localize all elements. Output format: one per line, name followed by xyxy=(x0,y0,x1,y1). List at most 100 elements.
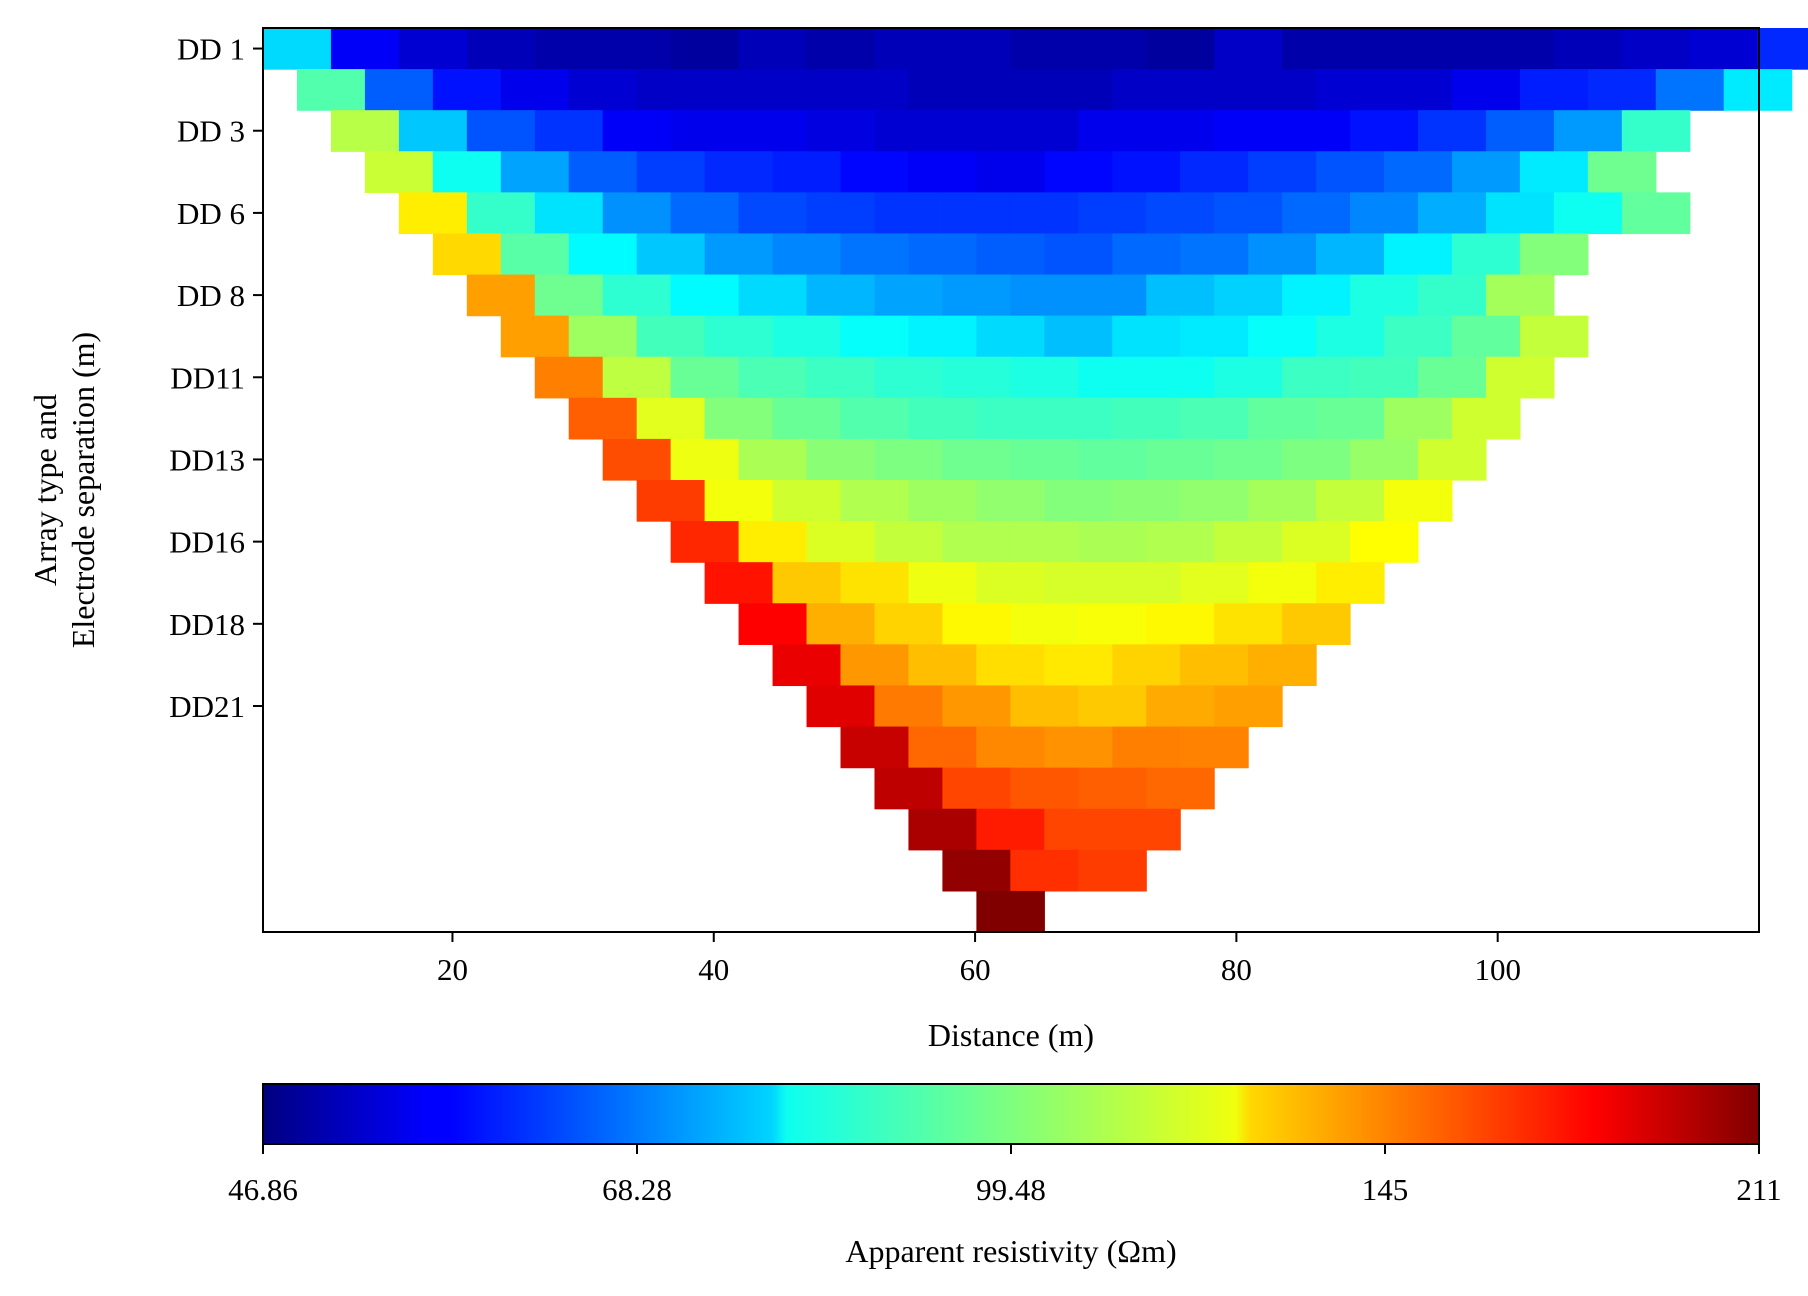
heatmap-cell xyxy=(976,644,1045,687)
heatmap-cell xyxy=(1044,562,1113,604)
heatmap-cell xyxy=(1180,726,1249,769)
heatmap-cell xyxy=(840,397,910,440)
heatmap-cell xyxy=(1078,603,1147,645)
heatmap-cell xyxy=(364,69,434,111)
heatmap-cell xyxy=(704,315,774,358)
heatmap-cell xyxy=(534,110,604,152)
heatmap-cell xyxy=(670,356,740,399)
heatmap-cell xyxy=(1010,603,1079,645)
heatmap-cell xyxy=(1010,521,1079,563)
heatmap-cell xyxy=(840,315,910,358)
heatmap-cell xyxy=(1112,726,1181,769)
heatmap-cell xyxy=(1010,192,1079,235)
x-tick-label: 40 xyxy=(698,952,729,987)
heatmap-cell xyxy=(466,28,536,70)
heatmap-cell xyxy=(806,274,876,317)
heatmap-cell xyxy=(806,110,876,152)
heatmap-cell xyxy=(976,151,1045,193)
heatmap-cell xyxy=(1451,397,1521,440)
heatmap-cell xyxy=(1316,151,1385,193)
heatmap-cell xyxy=(772,233,842,276)
heatmap-cell xyxy=(1282,356,1351,399)
heatmap-cell xyxy=(1350,110,1419,152)
heatmap-cell xyxy=(1010,28,1079,70)
heatmap-cell xyxy=(1112,562,1181,604)
heatmap-cell xyxy=(568,233,638,276)
heatmap-cell xyxy=(1078,110,1147,152)
heatmap-cell xyxy=(1384,480,1453,522)
heatmap-cell xyxy=(1519,151,1589,193)
heatmap-cell xyxy=(364,151,434,193)
heatmap-cell xyxy=(1078,849,1147,892)
heatmap-cell xyxy=(1248,562,1317,604)
heatmap-cell xyxy=(772,69,842,111)
heatmap-cell xyxy=(942,192,1011,235)
heatmap-cell xyxy=(1621,192,1691,235)
heatmap-cell xyxy=(1146,274,1215,317)
heatmap-cell xyxy=(1417,192,1487,235)
heatmap-cell xyxy=(942,110,1011,152)
heatmap-cell xyxy=(568,151,638,193)
heatmap-cell xyxy=(1282,28,1351,70)
heatmap-cell xyxy=(704,397,774,440)
heatmap-cell xyxy=(602,438,672,481)
heatmap-cell xyxy=(738,28,808,70)
heatmap-cell xyxy=(534,28,604,70)
heatmap-cell xyxy=(1417,438,1487,481)
heatmap-cell xyxy=(636,233,706,276)
heatmap-cell xyxy=(942,767,1011,810)
y-tick-label: DD 1 xyxy=(177,32,245,67)
y-axis-title-line-2: Electrode separation (m) xyxy=(65,332,101,648)
heatmap-cell xyxy=(1553,28,1623,70)
heatmap-cell xyxy=(1519,233,1589,276)
x-tick-label: 20 xyxy=(437,952,468,987)
heatmap-cell xyxy=(1180,315,1249,358)
heatmap-cell xyxy=(1044,151,1113,193)
heatmap-cell xyxy=(636,480,706,522)
heatmap-cell xyxy=(1723,69,1793,111)
heatmap-cell xyxy=(670,274,740,317)
heatmap-cell xyxy=(1248,644,1317,687)
heatmap-cell xyxy=(1248,151,1317,193)
heatmap-cell xyxy=(976,315,1045,358)
heatmap-cell xyxy=(1146,521,1215,563)
heatmap-cell xyxy=(1384,69,1453,111)
heatmap-cell xyxy=(1010,438,1079,481)
heatmap-cell xyxy=(534,192,604,235)
heatmap-cell xyxy=(1282,192,1351,235)
heatmap-cell xyxy=(874,767,944,810)
heatmap-cell xyxy=(908,644,977,687)
heatmap-cell xyxy=(1553,192,1623,235)
heatmap-cell xyxy=(840,233,910,276)
heatmap-cell xyxy=(942,28,1011,70)
heatmap-cell xyxy=(1621,110,1691,152)
heatmap-cell xyxy=(1078,274,1147,317)
heatmap-cell xyxy=(942,356,1011,399)
heatmap-cell xyxy=(1689,28,1759,70)
heatmap-cell xyxy=(976,480,1045,522)
heatmap-cell xyxy=(1316,69,1385,111)
heatmap-cell xyxy=(1112,480,1181,522)
heatmap-cell xyxy=(1078,685,1147,728)
heatmap-cell xyxy=(1180,644,1249,687)
heatmap-cell xyxy=(1180,151,1249,193)
heatmap-cell xyxy=(602,356,672,399)
heatmap-cell xyxy=(772,315,842,358)
heatmap-cell xyxy=(432,233,502,276)
heatmap-cell xyxy=(806,356,876,399)
heatmap-cell xyxy=(1214,438,1283,481)
y-tick-label: DD 8 xyxy=(177,278,245,313)
heatmap-cell xyxy=(874,356,944,399)
heatmap-cell xyxy=(1451,315,1521,358)
heatmap-cell xyxy=(1248,233,1317,276)
heatmap-cell xyxy=(976,726,1045,769)
heatmap-cell xyxy=(636,69,706,111)
heatmap-cell xyxy=(466,110,536,152)
heatmap-cell xyxy=(466,274,536,317)
heatmap-cell xyxy=(806,603,876,645)
heatmap-cell xyxy=(602,274,672,317)
heatmap-cell xyxy=(772,562,842,604)
heatmap-cell xyxy=(1519,315,1589,358)
heatmap-cell xyxy=(398,28,468,70)
colorbar-tick-label: 46.86 xyxy=(228,1172,298,1207)
